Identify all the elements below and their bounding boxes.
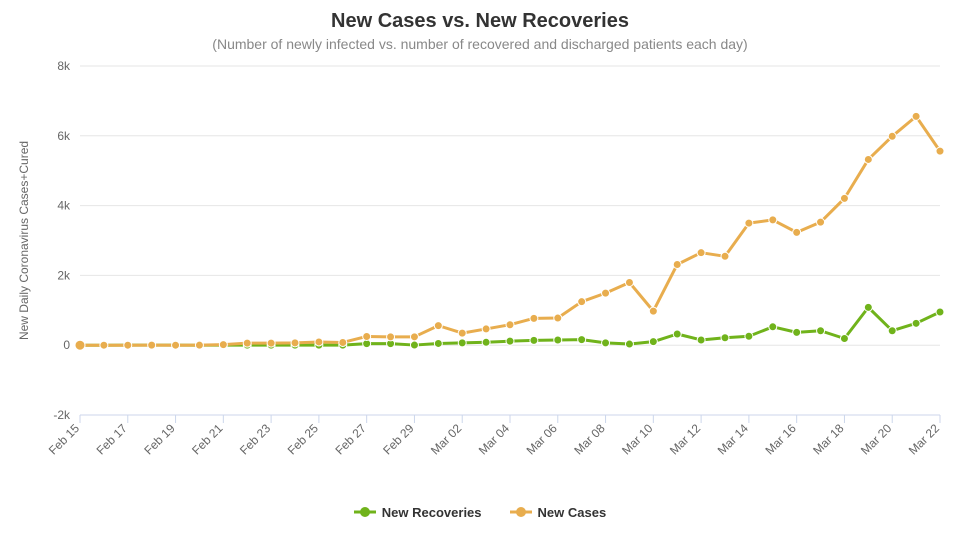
legend-swatch — [510, 505, 532, 519]
series-marker — [673, 260, 681, 268]
y-tick-label: 4k — [57, 199, 71, 213]
legend-item[interactable]: New Recoveries — [354, 505, 482, 520]
series-marker — [625, 278, 633, 286]
series-marker — [864, 155, 872, 163]
series-marker — [817, 218, 825, 226]
series-marker — [888, 132, 896, 140]
series-marker — [434, 339, 442, 347]
series-marker — [840, 334, 848, 342]
x-tick-label: Mar 16 — [762, 421, 799, 458]
series-marker — [864, 303, 872, 311]
series-marker — [888, 327, 896, 335]
x-tick-label: Mar 04 — [476, 421, 513, 458]
series-marker — [673, 330, 681, 338]
series-marker — [936, 308, 944, 316]
x-tick-label: Feb 19 — [141, 421, 178, 458]
series-marker — [840, 194, 848, 202]
series-marker — [434, 322, 442, 330]
series-marker — [817, 327, 825, 335]
series-marker — [602, 289, 610, 297]
y-tick-label: 2k — [57, 268, 71, 282]
series-marker — [697, 249, 705, 257]
chart-plot: -2k 0 2k 4k 6k 8k New Daily Coronavirus Cases+… — [0, 52, 960, 495]
series-marker — [554, 314, 562, 322]
series-marker — [912, 112, 920, 120]
y-tick-label: 8k — [57, 59, 71, 73]
series-marker — [410, 333, 418, 341]
x-tick-label: Mar 10 — [619, 421, 656, 458]
series-marker — [124, 341, 132, 349]
series-marker — [578, 298, 586, 306]
chart-legend: New Recoveries New Cases — [0, 495, 960, 529]
chart-container: New Cases vs. New Recoveries (Number of … — [0, 0, 960, 533]
series-marker — [506, 337, 514, 345]
y-tick-label: -2k — [53, 408, 71, 422]
x-tick-label: Mar 02 — [428, 421, 465, 458]
chart-title: New Cases vs. New Recoveries — [0, 0, 960, 33]
x-tick-label: Mar 12 — [667, 421, 704, 458]
x-tick-label: Feb 25 — [285, 421, 322, 458]
chart-subtitle: (Number of newly infected vs. number of … — [0, 36, 960, 52]
series-marker — [602, 339, 610, 347]
series-line — [80, 116, 940, 345]
legend-item[interactable]: New Cases — [510, 505, 607, 520]
series-marker — [578, 336, 586, 344]
series-marker — [793, 328, 801, 336]
series-marker — [936, 147, 944, 155]
series-marker — [530, 336, 538, 344]
x-tick-label: Mar 06 — [524, 421, 561, 458]
legend-label: New Cases — [538, 505, 607, 520]
series-marker — [387, 333, 395, 341]
x-tick-label: Feb 27 — [332, 421, 369, 458]
series-marker — [339, 338, 347, 346]
series-marker — [769, 323, 777, 331]
x-tick-label: Mar 20 — [858, 421, 895, 458]
x-tick-label: Feb 21 — [189, 421, 226, 458]
x-tick-label: Feb 17 — [94, 421, 131, 458]
series-marker — [649, 307, 657, 315]
series-marker — [172, 341, 180, 349]
legend-swatch — [354, 505, 376, 519]
series-marker — [219, 341, 227, 349]
series-marker — [649, 338, 657, 346]
series-marker — [745, 332, 753, 340]
series-marker — [100, 341, 108, 349]
series-marker — [697, 336, 705, 344]
x-tick-label: Feb 29 — [380, 421, 417, 458]
series-marker — [721, 334, 729, 342]
series-marker — [506, 321, 514, 329]
y-tick-label: 6k — [57, 129, 71, 143]
series-marker — [482, 338, 490, 346]
series-marker — [410, 341, 418, 349]
y-tick-label: 0 — [63, 338, 70, 352]
series-marker — [482, 325, 490, 333]
series-marker — [769, 216, 777, 224]
series-marker — [554, 336, 562, 344]
series-marker — [745, 219, 753, 227]
series-marker — [291, 339, 299, 347]
series-marker — [75, 340, 85, 350]
x-tick-label: Feb 15 — [46, 421, 83, 458]
series-marker — [458, 339, 466, 347]
legend-label: New Recoveries — [382, 505, 482, 520]
x-tick-label: Mar 08 — [571, 421, 608, 458]
series-marker — [148, 341, 156, 349]
series-marker — [793, 228, 801, 236]
series-marker — [267, 339, 275, 347]
series-marker — [315, 338, 323, 346]
series-marker — [721, 252, 729, 260]
series-marker — [625, 340, 633, 348]
series-marker — [912, 319, 920, 327]
y-axis-label: New Daily Coronavirus Cases+Cured — [17, 141, 31, 340]
x-tick-label: Mar 22 — [906, 421, 943, 458]
series-marker — [243, 339, 251, 347]
x-tick-label: Mar 14 — [715, 421, 752, 458]
series-marker — [195, 341, 203, 349]
series-marker — [530, 314, 538, 322]
series-marker — [363, 332, 371, 340]
x-tick-label: Feb 23 — [237, 421, 274, 458]
x-tick-label: Mar 18 — [810, 421, 847, 458]
series-marker — [458, 329, 466, 337]
